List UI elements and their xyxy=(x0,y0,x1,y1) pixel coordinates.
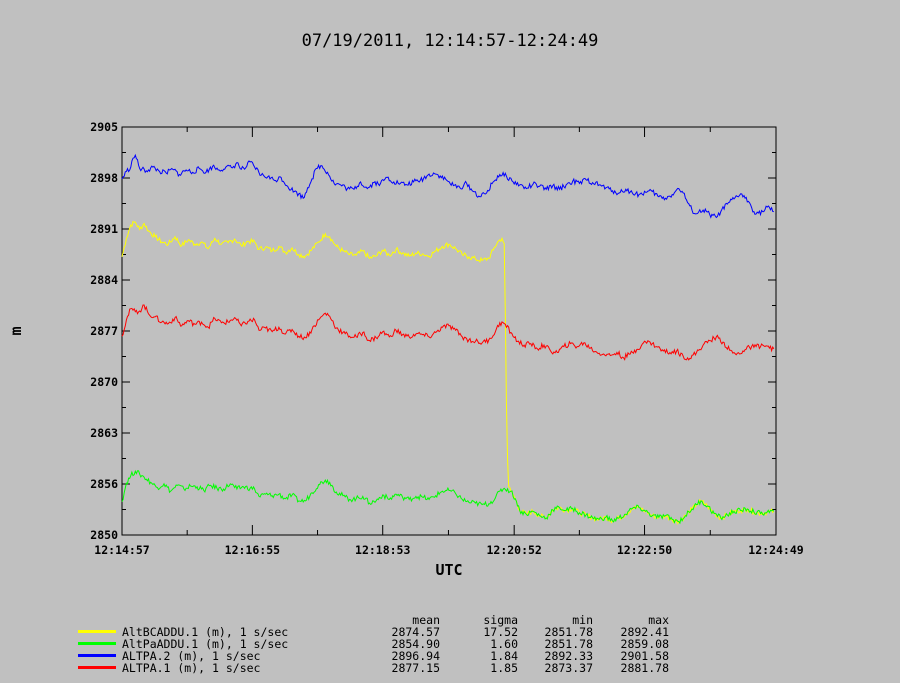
legend-row: ALTPA.2 (m), 1 s/sec 2896.94 1.84 2892.33 29… xyxy=(78,650,669,662)
x-axis-label: UTC xyxy=(435,561,462,579)
legend-header-min: min xyxy=(572,613,593,627)
legend-sigma-value: 1.85 xyxy=(490,661,518,675)
legend-header-mean: mean xyxy=(412,613,440,627)
legend-max-value: 2859.08 xyxy=(620,637,669,651)
legend-sigma-value: 17.52 xyxy=(483,625,518,639)
chart-title: 07/19/2011, 12:14:57-12:24:49 xyxy=(302,31,599,51)
legend: mean sigma min max AltBCADDU.1 (m), 1 s/… xyxy=(78,614,669,674)
y-tick-label: 2877 xyxy=(90,324,118,338)
x-tick-label: 12:18:53 xyxy=(355,543,410,557)
legend-header-row: mean sigma min max xyxy=(78,614,669,626)
legend-min-value: 2851.78 xyxy=(544,637,593,651)
legend-mean-value: 2877.15 xyxy=(391,661,440,675)
legend-series-name: AltPaADDU.1 (m), 1 s/sec xyxy=(122,637,289,651)
x-tick-label: 12:20:52 xyxy=(486,543,541,557)
legend-series-name: ALTPA.2 (m), 1 s/sec xyxy=(122,649,261,663)
y-tick-label: 2891 xyxy=(90,222,118,236)
legend-mean-value: 2854.90 xyxy=(391,637,440,651)
legend-min-value: 2873.37 xyxy=(544,661,593,675)
legend-swatch xyxy=(78,642,116,645)
legend-entry: ALTPA.1 (m), 1 s/sec xyxy=(78,662,360,674)
series-line xyxy=(121,153,774,219)
y-axis: 2850 2856 2863 2870 2877 2884 2891 2898 2905 xyxy=(90,120,776,542)
legend-max-value: 2901.58 xyxy=(620,649,669,663)
legend-swatch xyxy=(78,666,116,669)
legend-series-name: AltBCADDU.1 (m), 1 s/sec xyxy=(122,625,289,639)
x-tick-label: 12:22:50 xyxy=(617,543,672,557)
series-line xyxy=(121,469,775,525)
y-tick-label: 2905 xyxy=(90,120,118,134)
legend-swatch xyxy=(78,654,116,657)
legend-entry: AltPaADDU.1 (m), 1 s/sec xyxy=(78,638,360,650)
legend-series-name: ALTPA.1 (m), 1 s/sec xyxy=(122,661,261,675)
y-tick-label: 2856 xyxy=(90,477,118,491)
legend-table: mean sigma min max AltBCADDU.1 (m), 1 s/… xyxy=(78,614,669,674)
legend-max-value: 2881.78 xyxy=(620,661,669,675)
legend-sigma-value: 1.84 xyxy=(490,649,518,663)
legend-row: ALTPA.1 (m), 1 s/sec 2877.15 1.85 2873.37 28… xyxy=(78,662,669,674)
series-line xyxy=(121,220,775,525)
legend-mean-value: 2896.94 xyxy=(391,649,440,663)
y-tick-label: 2863 xyxy=(90,426,118,440)
y-tick-label: 2898 xyxy=(90,171,118,185)
y-tick-label: 2850 xyxy=(90,528,118,542)
legend-min-value: 2851.78 xyxy=(544,625,593,639)
x-tick-label: 12:24:49 xyxy=(748,543,803,557)
x-axis: 12:14:57 12:16:55 12:18:53 12:20:52 12:22:50… xyxy=(94,127,804,557)
legend-max-value: 2892.41 xyxy=(620,625,669,639)
legend-entry: AltBCADDU.1 (m), 1 s/sec xyxy=(78,626,360,638)
legend-header-max: max xyxy=(648,613,669,627)
y-tick-label: 2870 xyxy=(90,375,118,389)
legend-entry: ALTPA.2 (m), 1 s/sec xyxy=(78,650,360,662)
legend-swatch xyxy=(78,630,116,633)
x-tick-label: 12:16:55 xyxy=(225,543,280,557)
y-tick-label: 2884 xyxy=(90,273,118,287)
legend-sigma-value: 1.60 xyxy=(490,637,518,651)
legend-row: AltPaADDU.1 (m), 1 s/sec 2854.90 1.60 2851.… xyxy=(78,638,669,650)
y-axis-label: m xyxy=(7,326,25,335)
series-line xyxy=(121,304,775,361)
legend-header-sigma: sigma xyxy=(483,613,518,627)
legend-min-value: 2892.33 xyxy=(544,649,593,663)
legend-mean-value: 2874.57 xyxy=(391,625,440,639)
legend-row: AltBCADDU.1 (m), 1 s/sec 2874.57 17.52 2851… xyxy=(78,626,669,638)
x-tick-label: 12:14:57 xyxy=(94,543,149,557)
series-lines xyxy=(121,153,775,525)
